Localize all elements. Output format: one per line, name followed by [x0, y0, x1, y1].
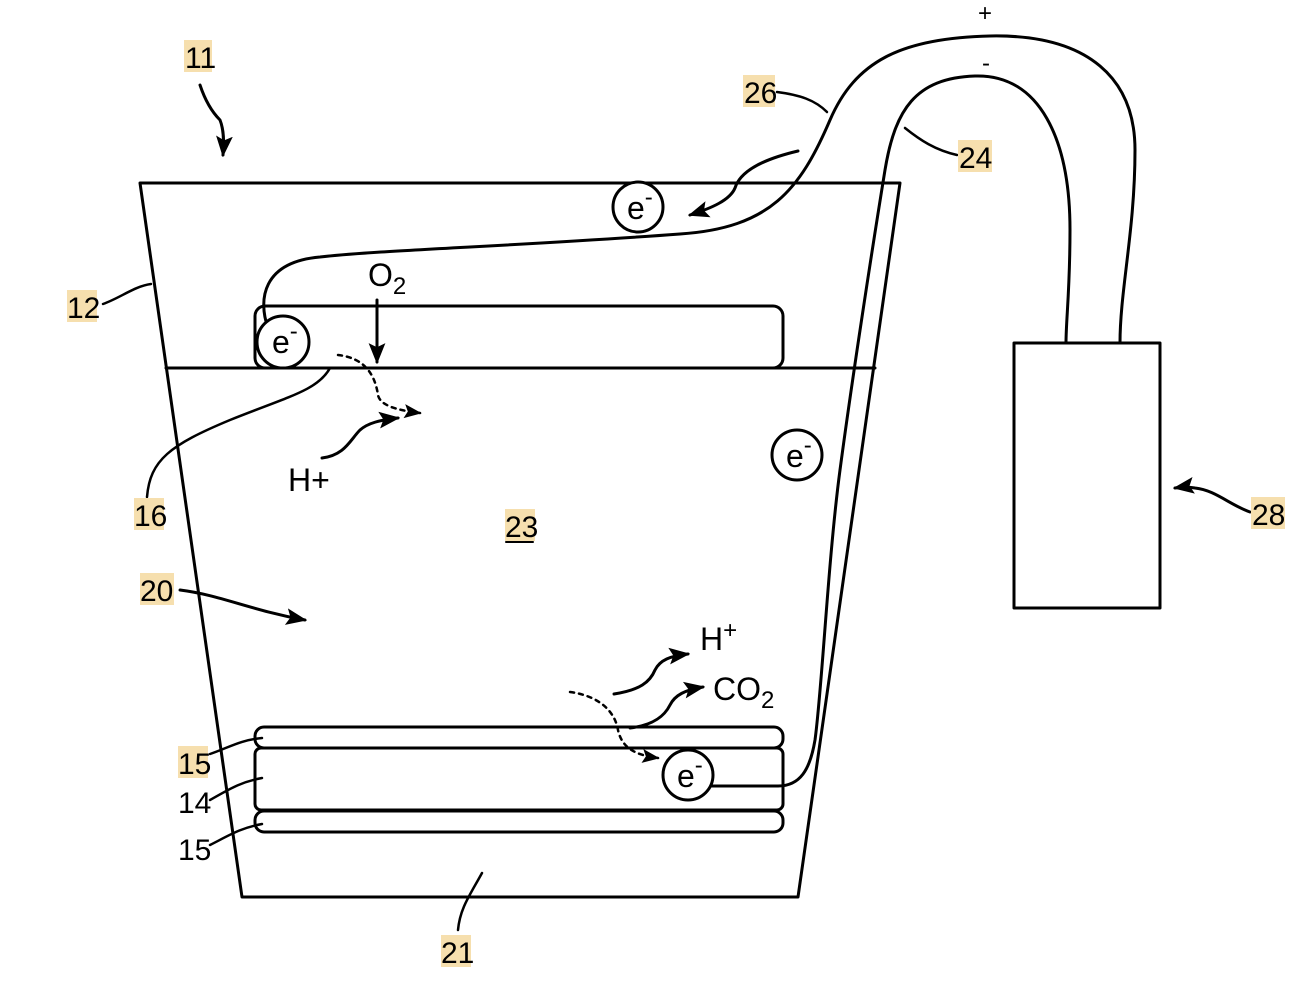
ref-24: 24 — [959, 142, 992, 175]
anode-layer-bottom — [253, 809, 785, 834]
ref-21: 21 — [441, 937, 474, 970]
external-load-box — [1012, 341, 1162, 610]
electron-path-dotted — [568, 690, 660, 763]
ref-28-highlight — [1251, 497, 1285, 529]
ref-11-highlight — [184, 40, 212, 72]
leader-24 — [903, 126, 959, 157]
leader-14 — [208, 776, 264, 802]
ref-21-highlight — [441, 935, 471, 967]
ref-16-highlight — [134, 498, 164, 530]
ref-arrow-11 — [198, 83, 233, 158]
ref-26-highlight — [743, 75, 775, 107]
leader-26 — [775, 90, 829, 114]
co2-label: CO2 — [713, 671, 774, 714]
electron-circle-liquid: e- — [770, 428, 824, 482]
proton-path-dotted — [336, 353, 422, 419]
svg-text:e-: e- — [272, 318, 298, 360]
wire-negative — [710, 74, 1072, 788]
ref-23: 23 — [505, 511, 538, 544]
ref-arrow-20 — [178, 588, 308, 625]
electron-circle-cathode: e- — [255, 314, 311, 370]
leader-16 — [145, 366, 332, 499]
ref-15-bottom: 15 — [178, 834, 211, 867]
ref-14: 14 — [178, 787, 211, 820]
leader-21 — [456, 871, 484, 932]
svg-text:e-: e- — [627, 184, 653, 226]
ref-16: 16 — [134, 500, 167, 533]
cathode-plate — [253, 304, 785, 370]
svg-text:e-: e- — [677, 752, 703, 794]
ref-26: 26 — [744, 77, 777, 110]
ref-11: 11 — [185, 42, 216, 75]
ref-15-top-highlight — [178, 746, 208, 778]
h-plus-label-right: H+ — [700, 617, 737, 657]
minus-sign: - — [982, 50, 990, 77]
ref-arrow-28 — [1172, 477, 1252, 514]
electron-circle-top: e- — [611, 180, 665, 234]
h-plus-label-left: H+ — [288, 462, 330, 498]
ref-20: 20 — [140, 575, 173, 608]
plus-sign: + — [978, 0, 992, 27]
ref-24-highlight — [958, 140, 992, 172]
o2-label: O2 — [368, 257, 406, 300]
ref-28: 28 — [1252, 499, 1285, 532]
electron-symbol: e — [627, 190, 645, 226]
wire-positive — [262, 34, 1137, 345]
h-plus-arrow-right — [612, 647, 691, 696]
leader-15-top — [208, 736, 264, 756]
leader-12 — [101, 282, 153, 306]
ref-15-top: 15 — [178, 748, 211, 781]
ref-23-highlight — [505, 509, 535, 541]
ref-12-highlight — [67, 290, 97, 322]
ref-20-highlight — [140, 573, 174, 605]
ref-12: 12 — [67, 292, 100, 325]
anode-layer-top — [253, 725, 785, 750]
h-plus-arrow-left — [320, 411, 401, 460]
leader-15-bottom — [208, 822, 264, 847]
co2-arrow — [628, 681, 706, 730]
svg-text:e-: e- — [786, 432, 812, 474]
electron-circle-anode: e- — [661, 748, 715, 802]
electron-flow-arrow — [687, 149, 800, 218]
